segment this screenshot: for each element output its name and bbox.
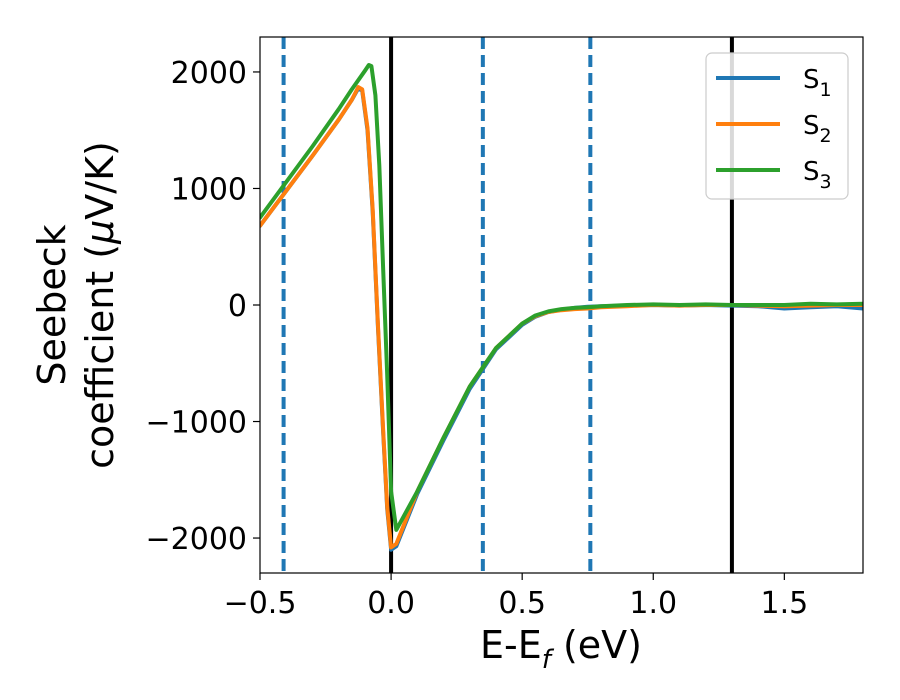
y-tick-label: 2000 [171, 56, 247, 91]
x-tick-label: 1.5 [760, 586, 808, 621]
series-lines [260, 63, 863, 552]
x-tick-label: 1.0 [629, 586, 677, 621]
y-axis-title: Seebeck coefficient (μV/K) [30, 141, 122, 469]
y-tick-label: −1000 [146, 406, 247, 441]
x-tick-label: 0.0 [367, 586, 415, 621]
x-axis: −0.5 0.0 0.5 1.0 1.5 [224, 573, 808, 621]
y-tick-label: −2000 [146, 522, 247, 557]
y-axis: −2000 −1000 0 1000 2000 [146, 56, 260, 557]
y-tick-label: 1000 [171, 172, 247, 207]
legend: S1 S2 S3 [705, 52, 849, 200]
y-axis-title-line1: Seebeck [30, 224, 74, 385]
legend-label-s2: S2 [803, 111, 832, 147]
x-tick-label: 0.5 [498, 586, 546, 621]
y-tick-label: 0 [228, 289, 247, 324]
y-axis-title-line2: coefficient (μV/K) [78, 141, 122, 469]
series-line-s3 [260, 63, 863, 532]
x-tick-label: −0.5 [224, 586, 297, 621]
legend-label-s3: S3 [803, 157, 832, 193]
x-axis-title: E-Ef (eV) [480, 623, 642, 675]
legend-label-s1: S1 [803, 65, 832, 101]
